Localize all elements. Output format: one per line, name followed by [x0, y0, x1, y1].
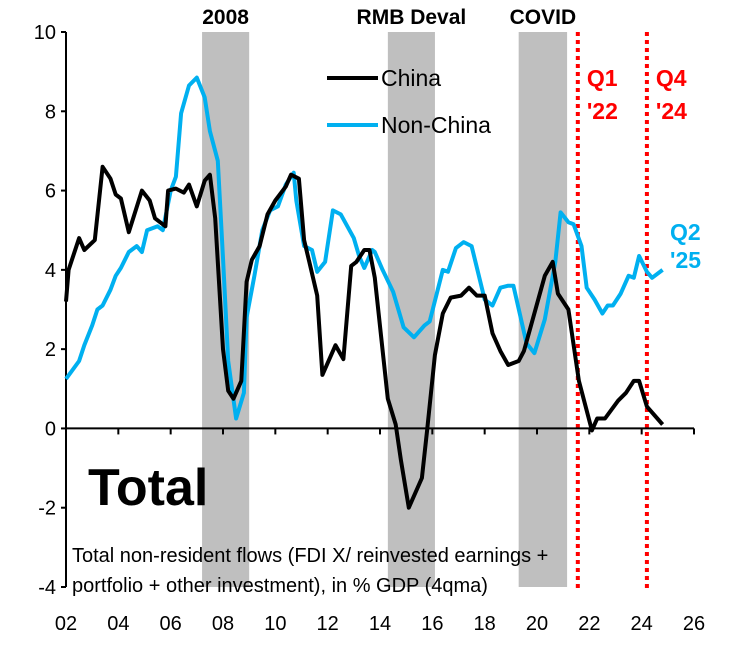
end-label-line2: '25 [670, 247, 701, 273]
x-tick-label-9: 20 [526, 613, 548, 635]
x-tick-label-0: 02 [55, 613, 77, 635]
marker-label-0-line1: Q1 [587, 65, 618, 91]
legend-label-china: China [381, 65, 441, 91]
legend-label-non-china: Non-China [381, 112, 491, 138]
y-tick-label-3: 2 [45, 339, 56, 361]
note-line-2: portfolio + other investment), in % GDP … [72, 575, 488, 597]
note-line-1: Total non-resident flows (FDI X/ reinves… [72, 545, 548, 567]
x-tick-label-8: 18 [474, 613, 496, 635]
marker-label-1-line2: '24 [656, 98, 687, 124]
shaded-period-label-1: RMB Deval [357, 6, 467, 29]
y-tick-label-4: 4 [45, 260, 56, 282]
marker-label-0-line2: '22 [587, 98, 618, 124]
y-tick-label-2: 0 [45, 418, 56, 440]
x-tick-label-3: 08 [212, 613, 234, 635]
shaded-period-label-0: 2008 [202, 6, 249, 29]
y-tick-label-1: -2 [38, 498, 56, 520]
y-tick-label-5: 6 [45, 181, 56, 203]
x-tick-label-6: 14 [369, 613, 391, 635]
x-tick-label-10: 22 [578, 613, 600, 635]
shaded-period-label-2: COVID [510, 6, 577, 29]
chart-title: Total [88, 459, 208, 517]
x-tick-label-12: 26 [683, 613, 705, 635]
y-tick-label-0: -4 [38, 577, 56, 599]
x-tick-label-11: 24 [631, 613, 653, 635]
y-tick-label-6: 8 [45, 101, 56, 123]
x-tick-label-1: 04 [107, 613, 129, 635]
series-lines [64, 75, 665, 510]
event-markers: Q1 '22 Q4 '24 [575, 32, 687, 592]
end-label-line1: Q2 [670, 219, 701, 245]
series-line-china [64, 164, 665, 510]
x-tick-label-7: 16 [421, 613, 443, 635]
shaded-period-1 [387, 32, 435, 587]
legend: China Non-China [327, 65, 491, 138]
y-tick-label-7: 10 [34, 22, 56, 44]
series-line-non-china [64, 75, 664, 421]
shaded-periods: 2008 RMB Deval COVID [202, 6, 576, 587]
x-tick-label-2: 06 [160, 613, 182, 635]
x-tick-label-4: 10 [264, 613, 286, 635]
shaded-period-2 [518, 32, 568, 587]
marker-label-1-line1: Q4 [656, 65, 687, 91]
x-tick-label-5: 12 [317, 613, 339, 635]
